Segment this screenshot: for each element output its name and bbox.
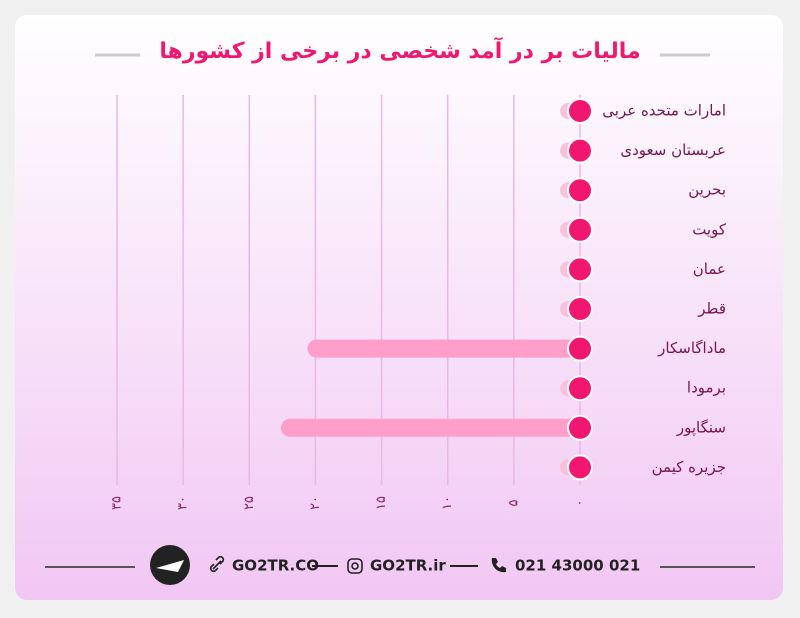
bar-dot (567, 98, 593, 124)
category-label: قطر (697, 300, 726, 318)
category-label: عمان (693, 260, 726, 278)
footer-site: GO2TR.CO (232, 557, 319, 575)
bar-dot (567, 177, 593, 204)
category-label: عربستان سعودی (620, 141, 726, 159)
x-tick-label: ۱۵ (374, 496, 389, 510)
footer-phone: 021 43000 021 (515, 557, 640, 575)
category-label: سنگاپور (676, 418, 726, 437)
category-label: برمودا (687, 379, 726, 397)
link-icon (209, 555, 225, 573)
category-label: امارات متحده عربی (602, 102, 726, 120)
instagram-icon (347, 558, 363, 574)
x-tick-label: ۰ (573, 500, 588, 507)
bar-dot (567, 375, 593, 402)
bar-dot (567, 296, 593, 322)
bar-dot (567, 335, 593, 362)
bar-dot (567, 414, 593, 441)
category-label: ماداگاسکار (657, 339, 726, 357)
x-tick-label: ۳۵ (110, 496, 125, 510)
bar-dot (567, 216, 593, 243)
bar-dot (567, 454, 593, 481)
bar-dot (567, 256, 593, 283)
x-tick-label: ۳۰ (176, 496, 191, 510)
bar (307, 339, 580, 358)
card (15, 15, 783, 600)
bar-dot (567, 137, 593, 164)
bar (280, 418, 580, 437)
category-label: کویت (692, 220, 727, 238)
x-tick-label: ۵ (506, 499, 521, 506)
x-tick-label: ۱۰ (440, 496, 455, 510)
phone-icon (491, 558, 506, 573)
category-label: بحرین (688, 181, 726, 199)
chart-title: مالیات بر در آمد شخصی در برخی از کشورها (159, 36, 640, 64)
x-tick-label: ۲۵ (242, 496, 257, 510)
category-label: جزیره کیمن (652, 458, 726, 476)
instagram-icon (351, 562, 359, 570)
footer-instagram: GO2TR.ir (370, 557, 446, 575)
logo (150, 545, 190, 585)
x-tick-label: ۲۰ (308, 496, 323, 510)
